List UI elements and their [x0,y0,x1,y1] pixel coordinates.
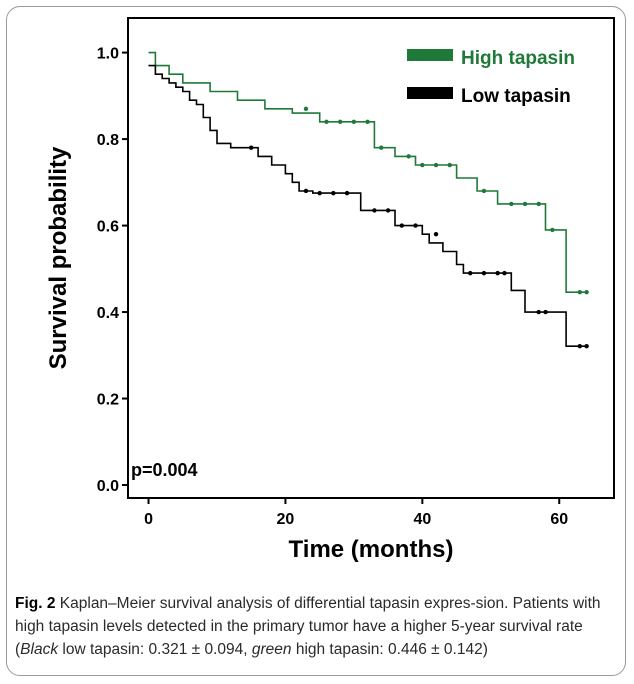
x-tick-label: 20 [277,511,295,528]
censor-mark [543,309,548,315]
legend-swatch-high [407,49,453,61]
censor-mark [317,190,322,196]
censor-mark [577,289,582,295]
x-axis-label: Time (months) [289,536,454,563]
caption-label: Fig. 2 [15,595,56,612]
figure-frame [6,6,626,676]
censor-mark [447,162,452,168]
censor-mark [372,208,377,213]
censor-mark [399,223,405,228]
caption-text-3: high tapasin: 0.446 ± 0.142) [291,641,488,658]
censor-mark [481,188,487,194]
x-tick-label: 60 [550,511,568,528]
censor-mark [522,201,528,207]
y-tick-label: 0.8 [97,132,119,149]
censor-mark [577,344,582,349]
legend-label-high: High tapasin [461,48,575,69]
censor-mark [379,145,384,150]
survival-curves [148,51,587,348]
legend-label-low: Low tapasin [461,86,571,107]
figure-caption: Fig. 2 Kaplan–Meier survival analysis of… [15,592,615,661]
y-tick-label: 0.2 [97,392,119,409]
censor-mark [337,119,343,124]
censor-mark [550,227,555,233]
censor-mark [584,289,589,295]
censor-mark [433,232,439,237]
censor-mark [249,145,254,150]
censor-mark [509,201,514,207]
censor-mark [420,162,425,168]
caption-text-1: Kaplan–Meier survival analysis of differ… [15,595,601,658]
censor-mark [344,190,350,196]
legend: High tapasin Low tapasin [407,48,575,107]
axis-ticks: 0.0 0.2 0.4 0.6 0.8 1.0 0 20 40 60 [97,46,568,528]
censor-mark [331,190,336,196]
y-tick-label: 1.0 [97,46,119,63]
y-tick-label: 0.6 [97,219,119,236]
censor-mark [584,344,589,349]
caption-italic-green: green [251,641,292,658]
y-tick-label: 0.4 [97,305,119,322]
censor-mark [495,270,500,276]
p-value-annotation: p=0.004 [131,460,198,480]
censor-mark [481,270,487,276]
caption-italic-black: Black [20,641,59,658]
censor-mark [351,119,357,124]
x-tick-label: 0 [144,511,153,528]
censor-mark [413,223,418,228]
series-line-high-tapasin [148,51,587,294]
x-tick-label: 40 [413,511,431,528]
censor-mark [324,119,329,124]
y-axis-label: Survival probability [45,146,72,369]
censor-mark [303,188,309,194]
censor-mark [536,201,541,207]
censor-mark [365,119,370,124]
censor-mark [406,154,411,159]
legend-swatch-low [407,87,453,99]
caption-text-2: low tapasin: 0.321 ± 0.094, [58,641,252,658]
censor-mark [536,309,541,315]
series-line-low-tapasin [148,64,587,348]
kaplan-meier-chart: 0.0 0.2 0.4 0.6 0.8 1.0 0 20 40 60 High tapasin L… [45,17,615,563]
censor-mark [502,270,507,276]
censor-mark [468,270,473,276]
censor-mark [433,162,439,168]
censor-marks [249,106,589,349]
y-tick-label: 0.0 [97,478,119,495]
plot-area [127,17,615,499]
censor-mark [303,106,309,112]
censor-mark [385,208,391,213]
